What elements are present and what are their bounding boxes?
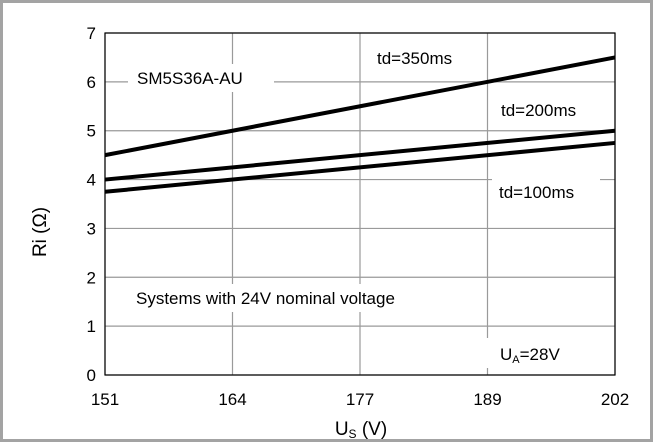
y-tick-label: 5: [87, 122, 96, 141]
y-tick-label: 4: [87, 171, 96, 190]
y-tick-label: 1: [87, 317, 96, 336]
ua-label-bg: [482, 338, 598, 368]
td200-label-bg: [494, 96, 600, 124]
series-line-td=200ms: [104, 128, 616, 182]
y-tick-label: 2: [87, 268, 96, 287]
x-tick-label: 189: [473, 390, 501, 409]
plot-border: [104, 32, 616, 376]
series-line-td=350ms: [104, 55, 616, 158]
y-tick-label: 6: [87, 73, 96, 92]
y-tick-label: 3: [87, 219, 96, 238]
y-axis-title: Ri (Ω): [30, 207, 51, 257]
y-tick-label: 0: [87, 366, 96, 385]
plot-area-border: [104, 32, 616, 376]
y-tick-labels: 0 1 2 3 4 5 6 7: [87, 24, 96, 385]
x-tick-label: 177: [346, 390, 374, 409]
td100-label-bg: [492, 178, 600, 206]
x-tick-label: 164: [218, 390, 246, 409]
system-label: Systems with 24V nominal voltage: [136, 289, 395, 308]
td350-label-bg: [370, 44, 468, 72]
model-label: SM5S36A-AU: [137, 69, 243, 88]
series-line-td=100ms: [104, 140, 616, 194]
model-label-bg: [128, 64, 274, 92]
series-lines: [104, 55, 616, 194]
y-tick-label: 7: [87, 24, 96, 43]
ua-label: UA=28V: [500, 345, 560, 366]
x-axis-title: US (V): [335, 419, 387, 441]
system-label-bg: [125, 284, 461, 312]
x-tick-labels: 151 164 177 189 202: [91, 390, 629, 409]
series-label-td100: td=100ms: [499, 183, 574, 202]
x-tick-label: 151: [91, 390, 119, 409]
x-tick-label: 202: [601, 390, 629, 409]
series-label-td200: td=200ms: [501, 101, 576, 120]
series-label-td350: td=350ms: [377, 49, 452, 68]
